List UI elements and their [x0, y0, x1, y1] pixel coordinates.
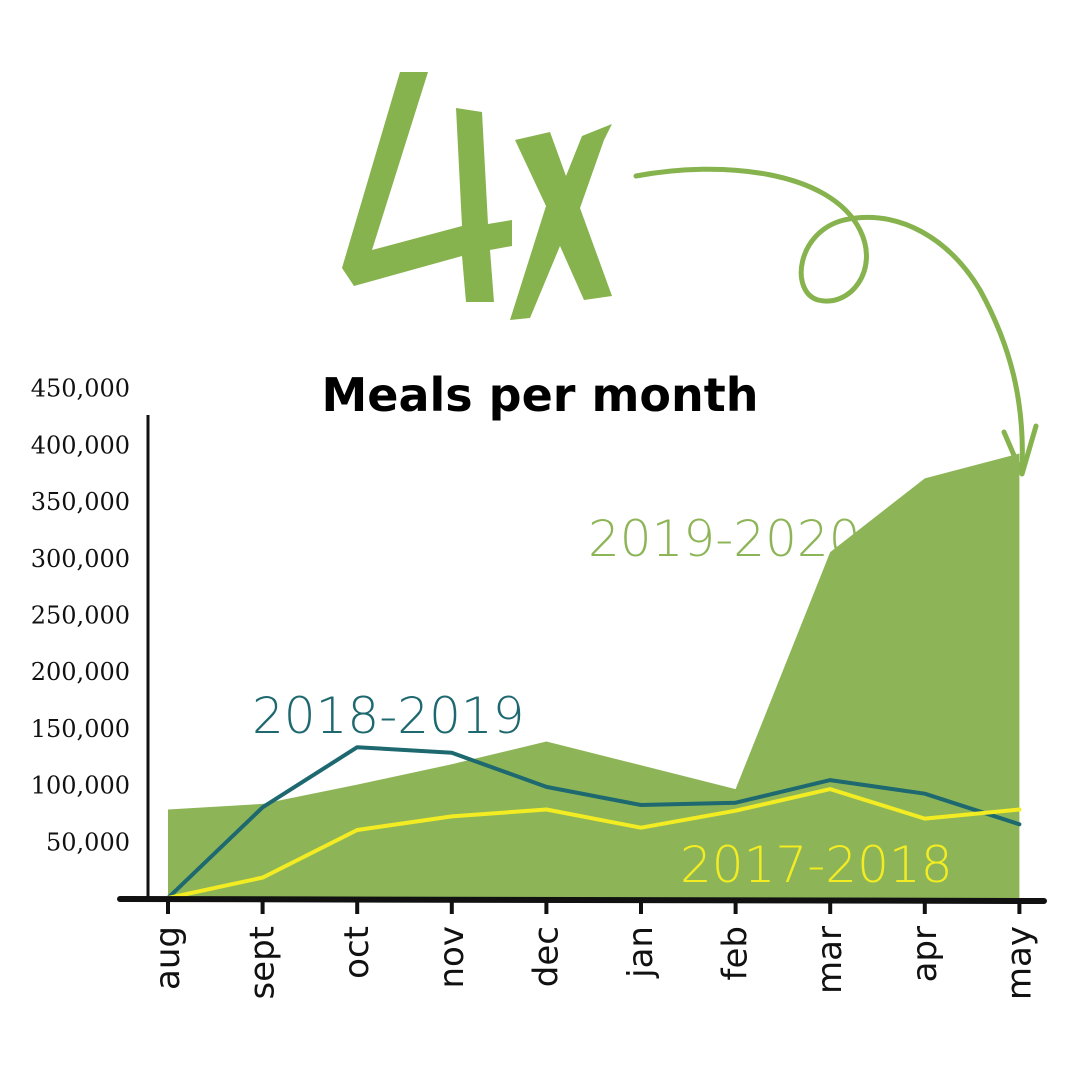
x-tick-label-nov: nov	[432, 926, 472, 988]
x-tick-label-sept: sept	[243, 926, 283, 1000]
x-tick-label-mar: mar	[810, 926, 850, 994]
y-tick-label: 50,000	[46, 828, 130, 856]
series-line-2017-2018	[166, 787, 1022, 900]
x-axis	[117, 896, 1047, 904]
x-tick-label-dec: dec	[526, 926, 566, 987]
chart-title: Meals per month	[321, 368, 759, 422]
four-x-headline	[342, 72, 612, 320]
x-tick-label-aug: aug	[148, 926, 188, 990]
y-tick-label: 200,000	[31, 658, 130, 686]
series-label-2019-2020: 2019-2020	[588, 510, 861, 568]
y-tick-label: 450,000	[31, 375, 130, 403]
series-label-2018-2019: 2018-2019	[252, 687, 525, 745]
x-tick-label-jan: jan	[621, 926, 661, 979]
x-tick-label-apr: apr	[905, 926, 945, 982]
curved-arrow-icon	[633, 166, 1039, 477]
x-tick-label-may: may	[999, 926, 1039, 1000]
series-line-2018-2019	[166, 745, 1022, 900]
y-tick-label: 400,000	[31, 431, 130, 459]
y-tick-label: 150,000	[31, 715, 130, 743]
series-label-2017-2018: 2017-2018	[680, 836, 953, 894]
x-tick-label-feb: feb	[716, 926, 756, 980]
x-tick-label-oct: oct	[337, 926, 377, 979]
y-tick-label: 350,000	[31, 488, 130, 516]
y-tick-label: 250,000	[31, 602, 130, 630]
y-tick-label: 300,000	[31, 545, 130, 573]
y-tick-label: 100,000	[31, 772, 130, 800]
